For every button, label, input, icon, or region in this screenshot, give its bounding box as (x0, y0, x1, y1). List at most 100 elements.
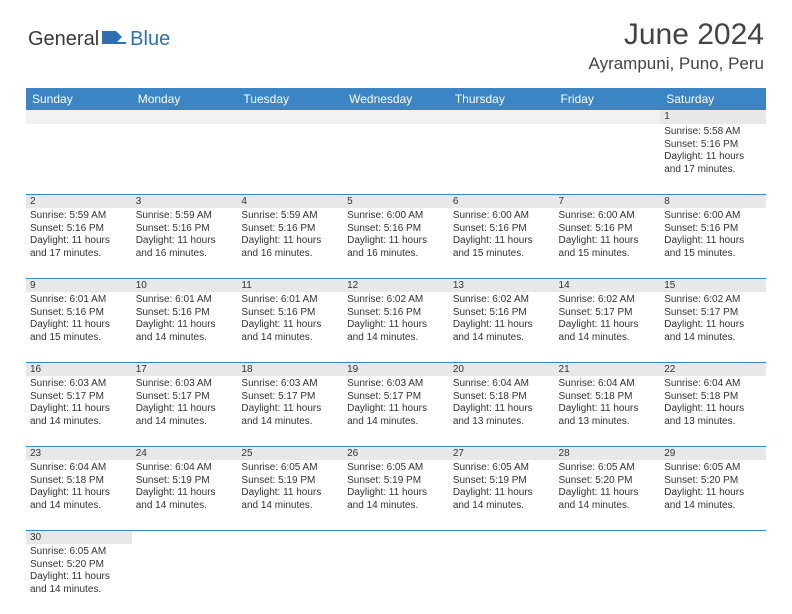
day-cell: Sunrise: 6:00 AMSunset: 5:16 PMDaylight:… (555, 208, 661, 278)
day-cell: Sunrise: 6:02 AMSunset: 5:17 PMDaylight:… (555, 292, 661, 362)
sunrise-line: Sunrise: 6:03 AM (347, 378, 445, 391)
daylight-line: Daylight: 11 hours and 17 minutes. (664, 151, 762, 176)
day-number: 17 (132, 362, 238, 376)
sunset-line: Sunset: 5:16 PM (559, 223, 657, 236)
daylight-line: Daylight: 11 hours and 15 minutes. (559, 235, 657, 260)
sunrise-line: Sunrise: 6:03 AM (30, 378, 128, 391)
sunset-line: Sunset: 5:16 PM (347, 223, 445, 236)
day-number (660, 530, 766, 544)
daynum-row: 16171819202122 (26, 362, 766, 376)
sunset-line: Sunset: 5:18 PM (453, 391, 551, 404)
sunset-line: Sunset: 5:16 PM (30, 223, 128, 236)
sunrise-line: Sunrise: 6:00 AM (664, 210, 762, 223)
sunrise-line: Sunrise: 6:01 AM (241, 294, 339, 307)
sunset-line: Sunset: 5:16 PM (664, 223, 762, 236)
day-cell (343, 544, 449, 614)
daylight-line: Daylight: 11 hours and 14 minutes. (241, 319, 339, 344)
content-row: Sunrise: 5:59 AMSunset: 5:16 PMDaylight:… (26, 208, 766, 278)
daylight-line: Daylight: 11 hours and 17 minutes. (30, 235, 128, 260)
day-number: 24 (132, 446, 238, 460)
day-number: 22 (660, 362, 766, 376)
day-cell: Sunrise: 6:03 AMSunset: 5:17 PMDaylight:… (132, 376, 238, 446)
day-number: 18 (237, 362, 343, 376)
day-cell: Sunrise: 6:04 AMSunset: 5:18 PMDaylight:… (26, 460, 132, 530)
day-number: 19 (343, 362, 449, 376)
weekday-header: Monday (132, 88, 238, 110)
daylight-line: Daylight: 11 hours and 14 minutes. (453, 487, 551, 512)
flag-icon (102, 29, 128, 50)
sunrise-line: Sunrise: 6:00 AM (347, 210, 445, 223)
day-number (237, 530, 343, 544)
sunset-line: Sunset: 5:17 PM (30, 391, 128, 404)
day-number: 11 (237, 278, 343, 292)
daylight-line: Daylight: 11 hours and 14 minutes. (347, 487, 445, 512)
daylight-line: Daylight: 11 hours and 13 minutes. (664, 403, 762, 428)
sunset-line: Sunset: 5:17 PM (559, 307, 657, 320)
day-cell: Sunrise: 6:05 AMSunset: 5:19 PMDaylight:… (237, 460, 343, 530)
calendar-body: 1Sunrise: 5:58 AMSunset: 5:16 PMDaylight… (26, 110, 766, 614)
sunset-line: Sunset: 5:20 PM (30, 559, 128, 572)
day-cell: Sunrise: 6:00 AMSunset: 5:16 PMDaylight:… (343, 208, 449, 278)
weekday-header-row: Sunday Monday Tuesday Wednesday Thursday… (26, 88, 766, 110)
sunrise-line: Sunrise: 6:04 AM (559, 378, 657, 391)
day-number (132, 530, 238, 544)
daynum-row: 30 (26, 530, 766, 544)
day-number (343, 530, 449, 544)
day-number: 28 (555, 446, 661, 460)
daylight-line: Daylight: 11 hours and 14 minutes. (664, 487, 762, 512)
day-cell: Sunrise: 6:03 AMSunset: 5:17 PMDaylight:… (26, 376, 132, 446)
sunset-line: Sunset: 5:18 PM (664, 391, 762, 404)
daylight-line: Daylight: 11 hours and 13 minutes. (559, 403, 657, 428)
daylight-line: Daylight: 11 hours and 14 minutes. (347, 403, 445, 428)
sunrise-line: Sunrise: 6:03 AM (136, 378, 234, 391)
sunset-line: Sunset: 5:16 PM (241, 223, 339, 236)
daylight-line: Daylight: 11 hours and 14 minutes. (347, 319, 445, 344)
day-number: 9 (26, 278, 132, 292)
daylight-line: Daylight: 11 hours and 16 minutes. (347, 235, 445, 260)
day-cell (449, 544, 555, 614)
day-number: 8 (660, 194, 766, 208)
day-cell: Sunrise: 5:59 AMSunset: 5:16 PMDaylight:… (132, 208, 238, 278)
day-cell (237, 124, 343, 194)
location-subtitle: Ayrampuni, Puno, Peru (589, 54, 764, 74)
day-cell: Sunrise: 5:58 AMSunset: 5:16 PMDaylight:… (660, 124, 766, 194)
day-number: 6 (449, 194, 555, 208)
day-cell (343, 124, 449, 194)
daylight-line: Daylight: 11 hours and 14 minutes. (664, 319, 762, 344)
sunset-line: Sunset: 5:16 PM (30, 307, 128, 320)
content-row: Sunrise: 6:04 AMSunset: 5:18 PMDaylight:… (26, 460, 766, 530)
sunrise-line: Sunrise: 6:05 AM (664, 462, 762, 475)
day-number (449, 530, 555, 544)
day-number: 4 (237, 194, 343, 208)
day-number: 25 (237, 446, 343, 460)
day-cell: Sunrise: 6:02 AMSunset: 5:16 PMDaylight:… (343, 292, 449, 362)
day-cell: Sunrise: 6:02 AMSunset: 5:16 PMDaylight:… (449, 292, 555, 362)
sunrise-line: Sunrise: 6:00 AM (453, 210, 551, 223)
sunrise-line: Sunrise: 6:05 AM (559, 462, 657, 475)
sunset-line: Sunset: 5:16 PM (453, 223, 551, 236)
day-cell (660, 544, 766, 614)
sunset-line: Sunset: 5:16 PM (136, 307, 234, 320)
header: General Blue June 2024 Ayrampuni, Puno, … (0, 0, 792, 82)
day-number: 21 (555, 362, 661, 376)
sunrise-line: Sunrise: 6:00 AM (559, 210, 657, 223)
daylight-line: Daylight: 11 hours and 16 minutes. (241, 235, 339, 260)
day-number: 30 (26, 530, 132, 544)
sunset-line: Sunset: 5:20 PM (664, 475, 762, 488)
daylight-line: Daylight: 11 hours and 14 minutes. (241, 403, 339, 428)
day-number: 10 (132, 278, 238, 292)
daylight-line: Daylight: 11 hours and 14 minutes. (136, 487, 234, 512)
sunrise-line: Sunrise: 6:05 AM (30, 546, 128, 559)
sunset-line: Sunset: 5:20 PM (559, 475, 657, 488)
day-number (555, 530, 661, 544)
weekday-header: Thursday (449, 88, 555, 110)
day-cell: Sunrise: 6:03 AMSunset: 5:17 PMDaylight:… (237, 376, 343, 446)
day-cell (237, 544, 343, 614)
day-cell: Sunrise: 6:04 AMSunset: 5:18 PMDaylight:… (660, 376, 766, 446)
sunrise-line: Sunrise: 6:04 AM (136, 462, 234, 475)
sunset-line: Sunset: 5:17 PM (136, 391, 234, 404)
day-cell: Sunrise: 6:05 AMSunset: 5:19 PMDaylight:… (343, 460, 449, 530)
sunrise-line: Sunrise: 5:58 AM (664, 126, 762, 139)
day-cell: Sunrise: 6:01 AMSunset: 5:16 PMDaylight:… (132, 292, 238, 362)
weekday-header: Tuesday (237, 88, 343, 110)
